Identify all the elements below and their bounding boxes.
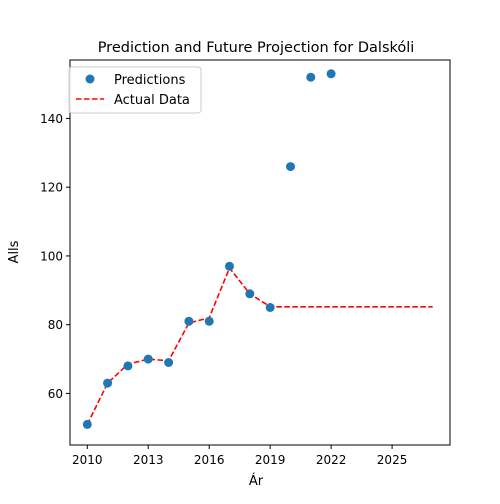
x-tick-label: 2022 xyxy=(316,453,347,467)
prediction-point xyxy=(225,261,234,271)
x-tick-label: 2025 xyxy=(377,453,408,467)
y-tick-label: 60 xyxy=(48,387,63,401)
y-tick-label: 100 xyxy=(40,249,63,263)
prediction-point xyxy=(103,378,113,388)
prediction-point xyxy=(306,72,316,82)
legend-predictions-marker xyxy=(85,74,95,84)
x-axis: 2010 2013 2016 2019 2022 2025 xyxy=(72,445,407,467)
x-axis-label: Ár xyxy=(249,473,264,489)
x-tick-label: 2016 xyxy=(194,453,225,467)
legend-box xyxy=(68,66,202,114)
prediction-point xyxy=(164,358,174,367)
prediction-point xyxy=(245,289,255,299)
legend-actual-label: Actual Data xyxy=(114,93,190,108)
plot-frame xyxy=(69,59,451,446)
prediction-point xyxy=(82,419,92,429)
data-layer xyxy=(82,69,433,429)
prediction-point xyxy=(123,361,133,371)
y-axis-label: Alls xyxy=(7,240,22,263)
prediction-point xyxy=(184,316,194,326)
chart-title: Prediction and Future Projection for Dal… xyxy=(98,40,415,56)
y-tick-label: 140 xyxy=(40,112,63,126)
x-tick-label: 2013 xyxy=(133,453,164,467)
prediction-point xyxy=(326,69,336,79)
y-axis: 60 80 100 120 140 xyxy=(40,112,70,401)
prediction-point xyxy=(143,354,153,364)
legend-predictions-label: Predictions xyxy=(114,73,186,88)
prediction-point xyxy=(204,316,214,326)
prediction-point xyxy=(265,303,275,312)
y-tick-label: 120 xyxy=(40,181,63,195)
prediction-point xyxy=(286,162,295,172)
y-tick-label: 80 xyxy=(48,318,63,332)
legend: Predictions Actual Data xyxy=(68,66,202,114)
x-tick-label: 2019 xyxy=(255,453,286,467)
x-tick-label: 2010 xyxy=(72,453,103,467)
